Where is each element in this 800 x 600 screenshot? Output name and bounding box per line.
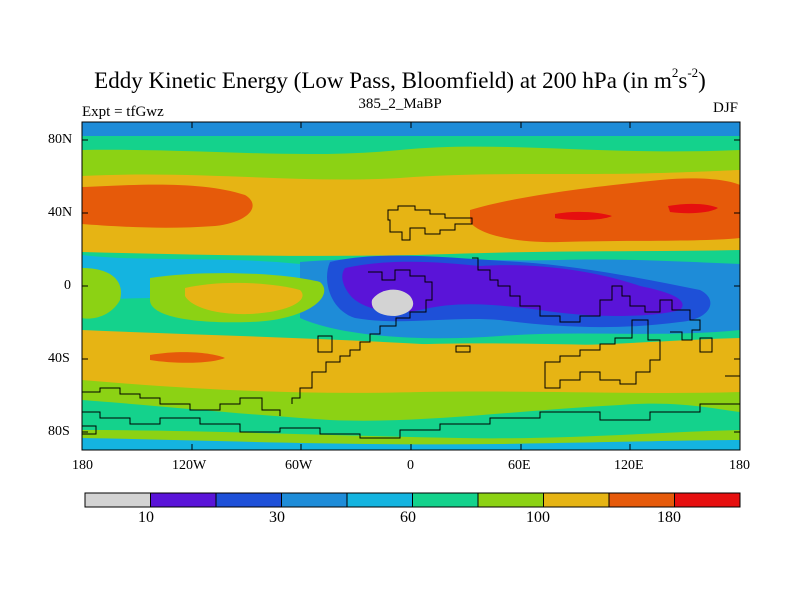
field-band — [82, 438, 740, 450]
colorbar-swatch — [346, 492, 413, 508]
coastline — [317, 335, 333, 353]
colorbar-swatch — [215, 492, 282, 508]
colorbar-label: 10 — [138, 509, 154, 526]
coastlines — [82, 205, 740, 439]
x-tick-label: 60E — [508, 458, 531, 473]
experiment-label: Expt = tfGwz — [82, 104, 164, 120]
colorbar-swatch — [412, 492, 479, 508]
coastline — [544, 319, 661, 389]
colorbar-swatch — [281, 492, 348, 508]
colorbar-label: 100 — [526, 509, 550, 526]
colorbar-swatch — [674, 492, 741, 508]
y-tick-label: 40S — [48, 351, 70, 366]
field-patch — [82, 184, 253, 228]
field-patch — [555, 211, 612, 221]
colorbar-swatch — [543, 492, 610, 508]
field-band — [82, 122, 740, 136]
field-band — [82, 146, 740, 180]
y-tick-label: 80N — [48, 132, 73, 147]
coastline — [699, 337, 713, 353]
colorbar-swatch — [150, 492, 217, 508]
subtitle-label: 385_2_MaBP — [358, 96, 442, 112]
coastline — [82, 387, 281, 416]
x-tick-label: 120W — [172, 458, 207, 473]
x-tick-label: 120E — [614, 458, 644, 473]
y-tick-label: 40N — [48, 205, 73, 220]
colorbar-label: 30 — [269, 509, 285, 526]
field-patch — [150, 352, 225, 363]
coastline — [472, 257, 701, 341]
coastline — [82, 403, 740, 439]
field-band — [82, 330, 740, 400]
field-band — [82, 400, 740, 439]
colorbar-label: 180 — [657, 509, 681, 526]
x-tick-label: 0 — [407, 458, 414, 473]
coastline — [455, 345, 471, 353]
season-label: DJF — [712, 100, 738, 116]
colorbar-label: 60 — [400, 509, 416, 526]
field-patch — [82, 268, 121, 319]
plot-title: Eddy Kinetic Energy (Low Pass, Bloomfiel… — [94, 65, 706, 93]
colorbar — [84, 492, 741, 508]
x-tick-label: 180 — [729, 458, 750, 473]
tick-marks — [82, 122, 740, 450]
coastline — [387, 205, 473, 241]
colorbar-swatch — [477, 492, 544, 508]
y-tick-label: 80S — [48, 424, 70, 439]
coastline — [291, 269, 433, 404]
y-tick-label: 0 — [64, 278, 71, 293]
field-patch — [371, 289, 414, 316]
x-tick-label: 60W — [285, 458, 313, 473]
contour-field — [82, 122, 740, 450]
x-tick-label: 180 — [72, 458, 93, 473]
field-patch — [470, 178, 740, 243]
coastline — [82, 425, 97, 435]
field-patch — [342, 261, 683, 316]
colorbar-swatch — [84, 492, 151, 508]
field-patch — [668, 203, 718, 214]
colorbar-swatch — [608, 492, 675, 508]
field-patch — [185, 282, 303, 315]
